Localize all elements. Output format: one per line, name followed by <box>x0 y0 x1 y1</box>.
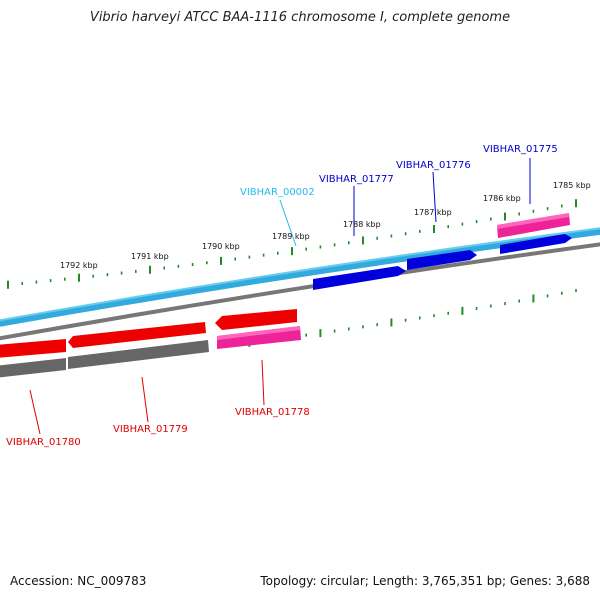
forward-strand-highlight <box>0 227 600 322</box>
gene-label-vibhar-01777[interactable]: VIBHAR_01777 <box>319 174 394 185</box>
gene-block-vibhar-01778[interactable] <box>215 309 297 330</box>
gene-label-vibhar-01775[interactable]: VIBHAR_01775 <box>483 144 558 155</box>
grey-block-left <box>0 358 66 378</box>
gene-label-vibhar-01778[interactable]: VIBHAR_01778 <box>235 407 310 418</box>
gene-block-vibhar-01780[interactable] <box>0 339 66 358</box>
gene-block-pink-top-shade <box>497 213 569 229</box>
tick-label: 1785 kbp <box>553 181 591 190</box>
grey-block-mid <box>68 340 209 369</box>
reverse-strand-backbone <box>0 242 600 341</box>
tick-labels: 1785 kbp 1786 kbp 1787 kbp 1788 kbp 1789… <box>60 181 591 270</box>
tick-label: 1786 kbp <box>483 194 521 203</box>
genome-stats-text: Topology: circular; Length: 3,765,351 bp… <box>260 574 590 588</box>
gene-labels: VIBHAR_01775 VIBHAR_01776 VIBHAR_01777 V… <box>6 144 558 448</box>
tick-label: 1789 kbp <box>272 232 310 241</box>
gene-label-vibhar-00002[interactable]: VIBHAR_00002 <box>240 187 315 198</box>
tick-label: 1792 kbp <box>60 261 98 270</box>
gene-block-vibhar-01775[interactable] <box>500 234 572 254</box>
gene-label-vibhar-01780[interactable]: VIBHAR_01780 <box>6 437 81 448</box>
gene-block-pink-bottom-shade <box>217 326 300 340</box>
gene-block-vibhar-01777[interactable] <box>313 266 406 290</box>
tick-label: 1788 kbp <box>343 220 381 229</box>
tick-label: 1791 kbp <box>131 252 169 261</box>
outer-tick-row <box>7 199 577 289</box>
tick-label: 1787 kbp <box>414 208 452 217</box>
map-title: Vibrio harveyi ATCC BAA-1116 chromosome … <box>89 10 511 25</box>
gene-label-vibhar-01776[interactable]: VIBHAR_01776 <box>396 160 471 171</box>
accession-text: Accession: NC_009783 <box>10 574 147 588</box>
label-leaders <box>29 158 531 435</box>
tick-label: 1790 kbp <box>202 242 240 251</box>
gene-label-vibhar-01779[interactable]: VIBHAR_01779 <box>113 424 188 435</box>
gene-block-vibhar-01776[interactable] <box>407 250 477 270</box>
gene-block-vibhar-01779[interactable] <box>68 322 206 348</box>
